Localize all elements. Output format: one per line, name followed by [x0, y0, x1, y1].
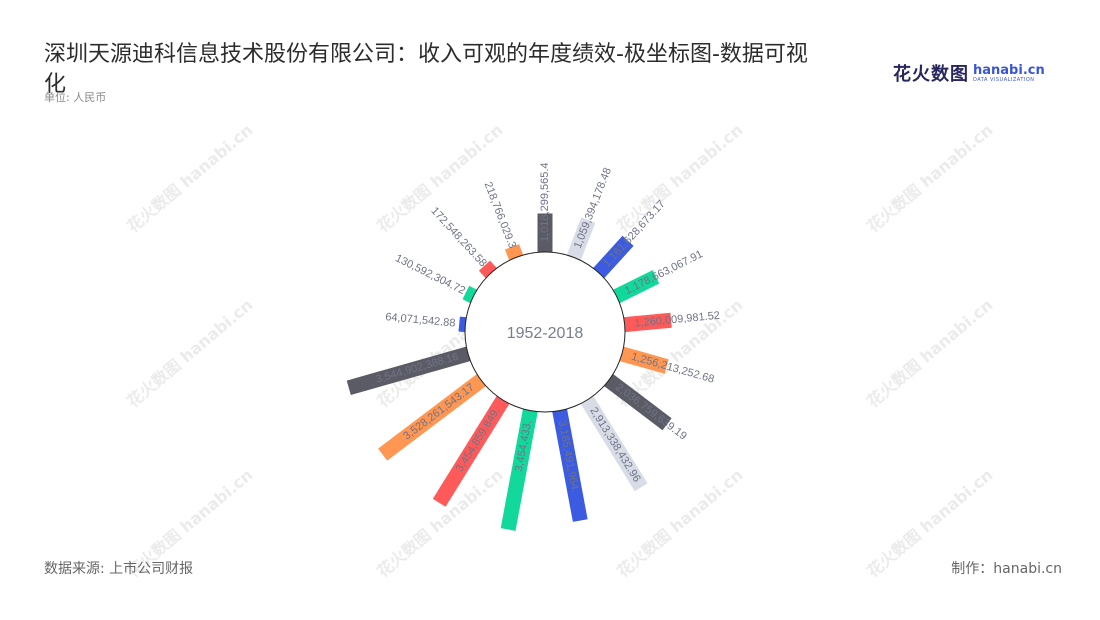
value-label: 2,036,759,639.19: [613, 381, 689, 442]
polar-bar: [607, 270, 660, 306]
value-label: 64,071,542.88: [385, 311, 456, 329]
value-label: 1,059,394,178.48: [572, 166, 614, 250]
polar-bar: [564, 217, 596, 266]
credit-label: 制作：hanabi.cn: [951, 561, 1062, 577]
polar-bar: [614, 345, 669, 374]
value-label: 3,528,261,543.17: [401, 381, 477, 442]
bar-group: [346, 213, 672, 531]
polar-bar: [577, 391, 648, 492]
value-label: 1,178,663,067.91: [623, 248, 705, 297]
value-label: 3,454,859,849.: [454, 405, 503, 474]
value-label: 130,592,304.72: [393, 252, 467, 297]
polar-bar: [599, 370, 672, 431]
value-label: 1,256,213,252.68: [630, 351, 716, 386]
value-label: 3,185,491,964.: [556, 419, 581, 493]
polar-bar: [589, 235, 634, 283]
center-circle: [464, 251, 626, 413]
unit-label: 单位: 人民币: [44, 91, 107, 104]
value-label: 2,913,338,432.96: [587, 405, 642, 484]
logo-en-main: hanabi.cn: [973, 62, 1045, 78]
value-label: 1,161,628,673.17: [601, 198, 668, 269]
value-label: 172,548,263.58: [428, 205, 488, 270]
value-label: 218,766,029.3: [482, 180, 519, 250]
center-label: 1952-2018: [507, 325, 584, 342]
data-source: 数据来源: 上市公司财报: [44, 561, 194, 577]
logo-text-cn: 花火数图: [893, 64, 969, 85]
logo-en-sub: DATA VISUALIZATION: [973, 76, 1035, 83]
polar-bar: [500, 403, 539, 531]
chart-title: 深圳天源迪科信息技术股份有限公司：收入可观的年度绩效-极坐标图-数据可视化: [44, 42, 808, 97]
polar-bar: [432, 391, 513, 507]
polar-bar: [346, 345, 476, 395]
value-label: 1,260,009,981.52: [634, 310, 720, 330]
polar-bar: [618, 312, 672, 333]
polar-bar: [551, 403, 588, 522]
logo-text-en: hanabi.cn DATA VISUALIZATION: [973, 64, 1045, 83]
value-label: 1,018,299,565.4: [539, 162, 551, 242]
brand-logo: 花火数图 hanabi.cn DATA VISUALIZATION: [893, 60, 1045, 86]
value-label: 3,544,902,388.16: [374, 351, 460, 386]
polar-bar: [537, 213, 553, 258]
polar-bar: [378, 370, 491, 461]
